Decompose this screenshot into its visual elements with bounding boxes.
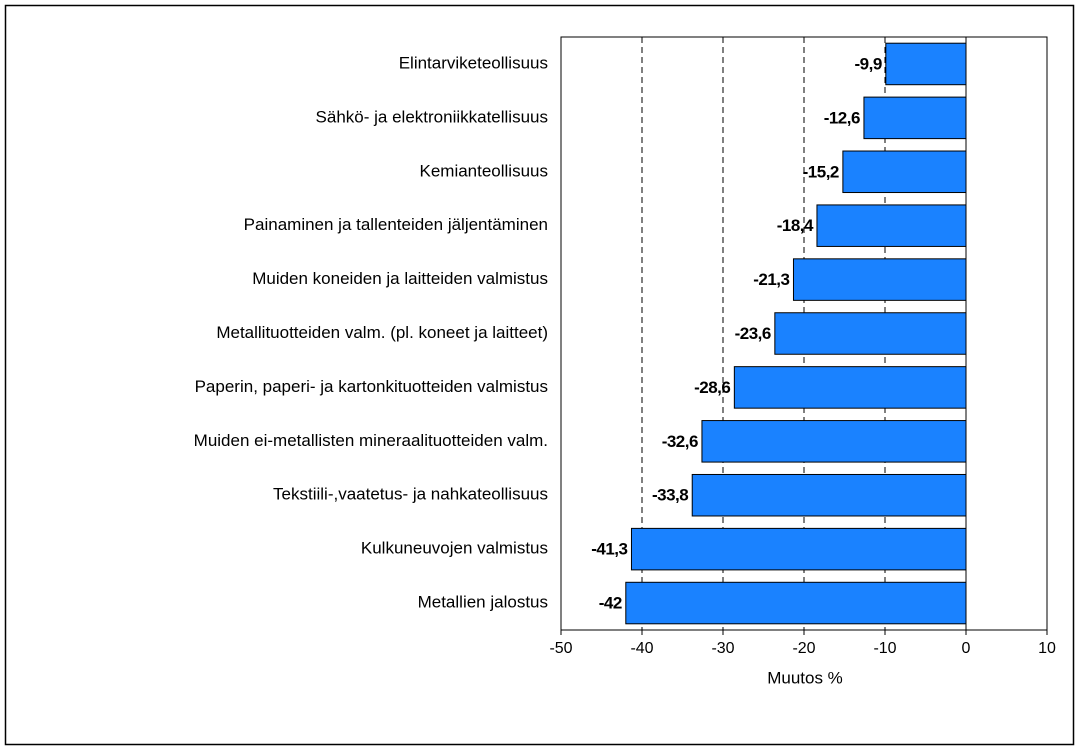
value-label: -21,3 bbox=[753, 270, 789, 289]
y-tick-label: Paperin, paperi- ja kartonkituotteiden v… bbox=[195, 377, 548, 396]
bar bbox=[816, 204, 967, 247]
value-label: -32,6 bbox=[662, 432, 698, 451]
x-tick-label: -50 bbox=[549, 640, 572, 657]
y-tick-label: Painaminen ja tallenteiden jäljentäminen bbox=[244, 215, 548, 234]
y-tick-label: Kemianteollisuus bbox=[419, 161, 548, 180]
value-label: -9,9 bbox=[855, 54, 882, 73]
value-label: -28,6 bbox=[694, 378, 730, 397]
x-tick-label: -40 bbox=[630, 640, 653, 657]
value-label: -23,6 bbox=[735, 324, 771, 343]
bar bbox=[792, 258, 967, 301]
x-tick-label: -10 bbox=[873, 640, 896, 657]
bar bbox=[774, 312, 967, 355]
x-tick-label: 10 bbox=[1038, 640, 1056, 657]
x-tick-label: 0 bbox=[962, 640, 971, 657]
bar bbox=[625, 581, 967, 625]
value-label: -42 bbox=[599, 594, 622, 613]
y-tick-label: Muiden koneiden ja laitteiden valmistus bbox=[252, 269, 548, 288]
y-tick-label: Kulkuneuvojen valmistus bbox=[361, 539, 548, 558]
bar bbox=[842, 150, 967, 194]
value-label: -15,2 bbox=[803, 162, 839, 181]
value-label: -12,6 bbox=[824, 108, 860, 127]
value-label: -33,8 bbox=[652, 486, 688, 505]
bar bbox=[691, 473, 967, 517]
value-label: -18,4 bbox=[777, 216, 814, 235]
x-tick-label: -30 bbox=[711, 640, 734, 657]
y-tick-label: Sähkö- ja elektroniikkatellisuus bbox=[316, 107, 548, 126]
y-tick-label: Metallituotteiden valm. (pl. koneet ja l… bbox=[216, 323, 548, 342]
x-axis-label: Muutos % bbox=[767, 668, 843, 687]
value-label: -41,3 bbox=[591, 540, 627, 559]
y-tick-label: Elintarviketeollisuus bbox=[399, 53, 548, 72]
bar bbox=[630, 527, 967, 571]
y-tick-label: Tekstiili-,vaatetus- ja nahkateollisuus bbox=[273, 485, 548, 504]
y-tick-label: Muiden ei-metallisten mineraalituotteide… bbox=[194, 431, 548, 450]
bar bbox=[885, 42, 967, 86]
x-tick-label: -20 bbox=[792, 640, 815, 657]
bar bbox=[733, 366, 967, 409]
bar bbox=[701, 420, 967, 463]
bar bbox=[863, 96, 967, 140]
y-tick-label: Metallien jalostus bbox=[418, 593, 548, 612]
